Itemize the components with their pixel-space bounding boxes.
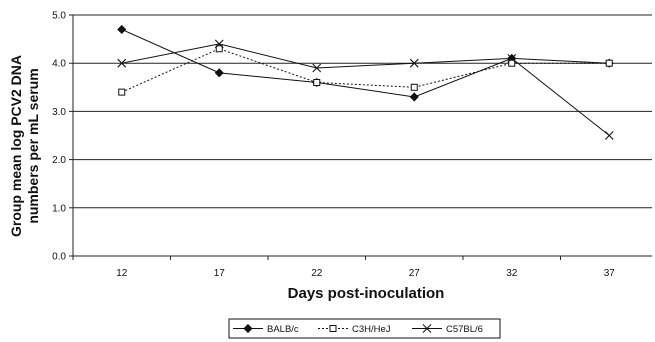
data-point — [508, 59, 516, 67]
x-tick-label: 27 — [409, 268, 421, 279]
data-point — [409, 58, 419, 68]
series-1 — [118, 45, 613, 96]
series-line — [121, 43, 610, 136]
x-marker-stroke — [422, 324, 432, 333]
grid-lines — [73, 14, 652, 209]
data-point — [117, 58, 127, 68]
data-point — [117, 24, 127, 35]
x-marker-stroke — [214, 39, 224, 49]
data-point — [214, 68, 224, 78]
x-axis-title: Days post-inoculation — [288, 285, 445, 302]
legend-item: BALB/c — [233, 323, 299, 335]
y-tick-label: 1.0 — [52, 203, 66, 214]
y-tick-label: 4.0 — [52, 59, 66, 70]
y-axis-title: Group mean log PCV2 DNA numbers per mL s… — [8, 55, 41, 237]
legend-marker — [422, 324, 432, 333]
x-marker-stroke — [604, 131, 614, 140]
series-2 — [117, 39, 614, 140]
y-tick-label: 0.0 — [52, 252, 66, 263]
data-point — [118, 88, 126, 96]
x-tick-label: 12 — [116, 268, 128, 279]
y-tick-label: 5.0 — [52, 11, 66, 22]
series-line — [121, 29, 610, 98]
legend-label: BALB/c — [267, 324, 299, 335]
data-point — [507, 53, 517, 63]
data-point — [215, 45, 223, 53]
x-tick-labels: 12 17 22 27 32 37 — [116, 268, 615, 279]
legend-marker — [243, 323, 253, 334]
legend: BALB/c C3H/HeJ C57BL/6 — [228, 318, 501, 339]
y-axis-title-line-1: Group mean log PCV2 DNA — [8, 55, 24, 237]
data-point — [312, 63, 322, 73]
x-tick-label: 32 — [506, 268, 518, 279]
data-point — [409, 92, 419, 102]
series-lines — [117, 24, 614, 140]
x-tick-label: 17 — [214, 268, 226, 279]
y-axis-title-line-2: numbers per mL serum — [25, 68, 41, 223]
legend-item: C3H/HeJ — [318, 324, 391, 335]
series-line — [121, 48, 610, 93]
legend-marker — [329, 325, 337, 332]
y-tick-labels: 0.0 1.0 2.0 3.0 4.0 5.0 — [52, 11, 66, 263]
x-tick-label: 22 — [311, 268, 323, 279]
data-point — [605, 59, 613, 67]
x-marker-stroke — [312, 63, 322, 73]
y-tick-label: 2.0 — [52, 155, 66, 166]
axes — [69, 14, 652, 260]
data-point — [604, 131, 614, 140]
y-tick-label: 3.0 — [52, 107, 66, 118]
data-point — [410, 83, 418, 91]
x-marker-stroke — [507, 53, 517, 63]
x-tick-label: 37 — [604, 268, 616, 279]
x-marker-stroke — [409, 58, 419, 68]
legend-label: C3H/HeJ — [352, 324, 391, 335]
legend-box — [228, 318, 501, 339]
data-point — [313, 78, 321, 86]
x-marker-stroke — [117, 58, 127, 68]
legend-label: C57BL/6 — [446, 324, 483, 335]
data-point — [214, 39, 224, 49]
legend-item: C57BL/6 — [412, 324, 483, 335]
